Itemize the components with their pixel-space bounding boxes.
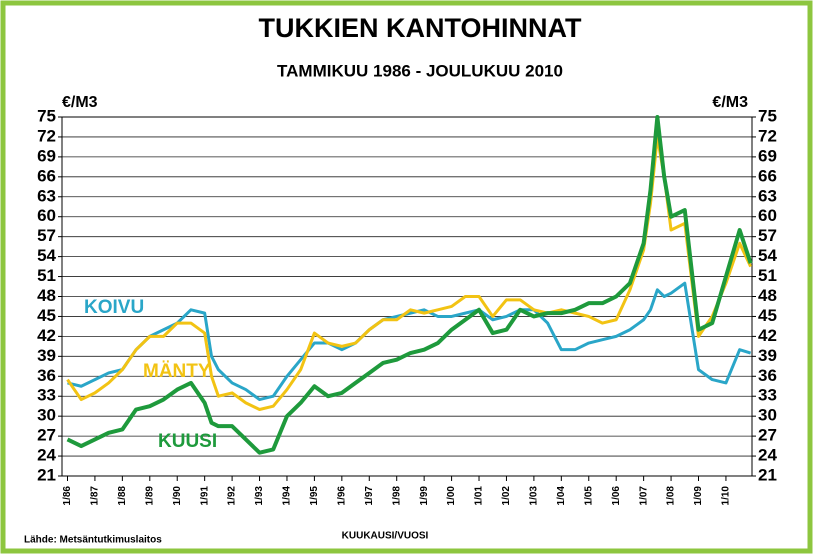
x-tick-label: 1/98: [391, 486, 402, 506]
y-tick-label: 24: [37, 446, 56, 465]
y2-tick-label: 42: [758, 326, 777, 345]
y2-tick-label: 54: [758, 246, 777, 265]
y-tick-label: 27: [37, 426, 56, 445]
x-tick-label: 1/90: [172, 486, 183, 506]
x-tick-label: 1/04: [556, 486, 567, 506]
y-tick-label: 66: [37, 166, 56, 185]
y-tick-label: 72: [37, 126, 56, 145]
plot-border: [61, 116, 753, 477]
x-tick-label: 1/94: [282, 486, 293, 506]
y-axis-label: €/M3: [62, 94, 98, 111]
x-tick-label: 1/89: [144, 486, 155, 506]
y2-tick-label: 48: [758, 286, 777, 305]
y2-tick-label: 63: [758, 186, 777, 205]
y-tick-label: 51: [37, 266, 56, 285]
x-tick-label: 1/00: [446, 486, 457, 506]
y-tick-label: 42: [37, 326, 56, 345]
x-tick-label: 1/87: [90, 486, 101, 506]
y2-tick-label: 66: [758, 166, 777, 185]
x-tick-label: 1/05: [583, 486, 594, 506]
chart-title: TUKKIEN KANTOHINNAT: [259, 13, 582, 43]
y2-axis-label: €/M3: [712, 94, 748, 111]
x-tick-label: 1/97: [364, 486, 375, 506]
y2-tick-label: 33: [758, 386, 777, 405]
y2-tick-label: 24: [758, 446, 777, 465]
series-line: [66, 115, 753, 455]
source: Lähde: Metsäntutkimuslaitos: [24, 535, 162, 546]
y-tick-label: 39: [37, 346, 56, 365]
x-tick-label: 1/96: [336, 486, 347, 506]
y-tick-label: 30: [37, 406, 56, 425]
y-tick-label: 60: [37, 206, 56, 225]
y-tick-label: 21: [37, 465, 56, 484]
x-tick-label: 1/91: [199, 486, 210, 506]
x-tick-label: 1/08: [666, 486, 677, 506]
y-tick-label: 57: [37, 226, 56, 245]
y-tick-label: 75: [37, 106, 56, 125]
y-tick-label: 48: [37, 286, 56, 305]
x-tick-label: 1/99: [419, 486, 430, 506]
y2-tick-label: 39: [758, 346, 777, 365]
y-tick-label: 36: [37, 366, 56, 385]
y2-tick-label: 30: [758, 406, 777, 425]
y2-tick-label: 57: [758, 226, 777, 245]
x-tick-label: 1/07: [638, 486, 649, 506]
x-tick-label: 1/86: [62, 486, 73, 506]
x-tick-label: 1/09: [693, 486, 704, 506]
x-tick-label: 1/02: [501, 486, 512, 506]
y-tick-label: 45: [37, 306, 56, 325]
y-tick-label: 69: [37, 146, 56, 165]
series-label: MÄNTY: [143, 361, 211, 382]
x-tick-label: 1/03: [529, 486, 540, 506]
y2-tick-label: 51: [758, 266, 777, 285]
x-tick-label: 1/01: [474, 486, 485, 506]
y2-tick-label: 69: [758, 146, 777, 165]
series-label: KUUSI: [158, 431, 217, 452]
series-label: KOIVU: [84, 297, 144, 318]
y-tick-label: 63: [37, 186, 56, 205]
x-tick-label: 1/95: [309, 486, 320, 506]
x-axis-label: KUUKAUSI/VUOSI: [342, 531, 429, 542]
y2-tick-label: 27: [758, 426, 777, 445]
x-tick-label: 1/92: [227, 486, 238, 506]
x-tick-label: 1/93: [254, 486, 265, 506]
y-tick-label: 54: [37, 246, 56, 265]
x-tick-label: 1/88: [117, 486, 128, 506]
x-tick-label: 1/10: [721, 486, 732, 506]
chart-subtitle: TAMMIKUU 1986 - JOULUKUU 2010: [277, 61, 563, 80]
y2-tick-label: 75: [758, 106, 777, 125]
y2-tick-label: 21: [758, 465, 777, 484]
y2-tick-label: 36: [758, 366, 777, 385]
x-tick-label: 1/06: [611, 486, 622, 506]
y2-tick-label: 45: [758, 306, 777, 325]
y2-tick-label: 60: [758, 206, 777, 225]
y2-tick-label: 72: [758, 126, 777, 145]
y-tick-label: 33: [37, 386, 56, 405]
